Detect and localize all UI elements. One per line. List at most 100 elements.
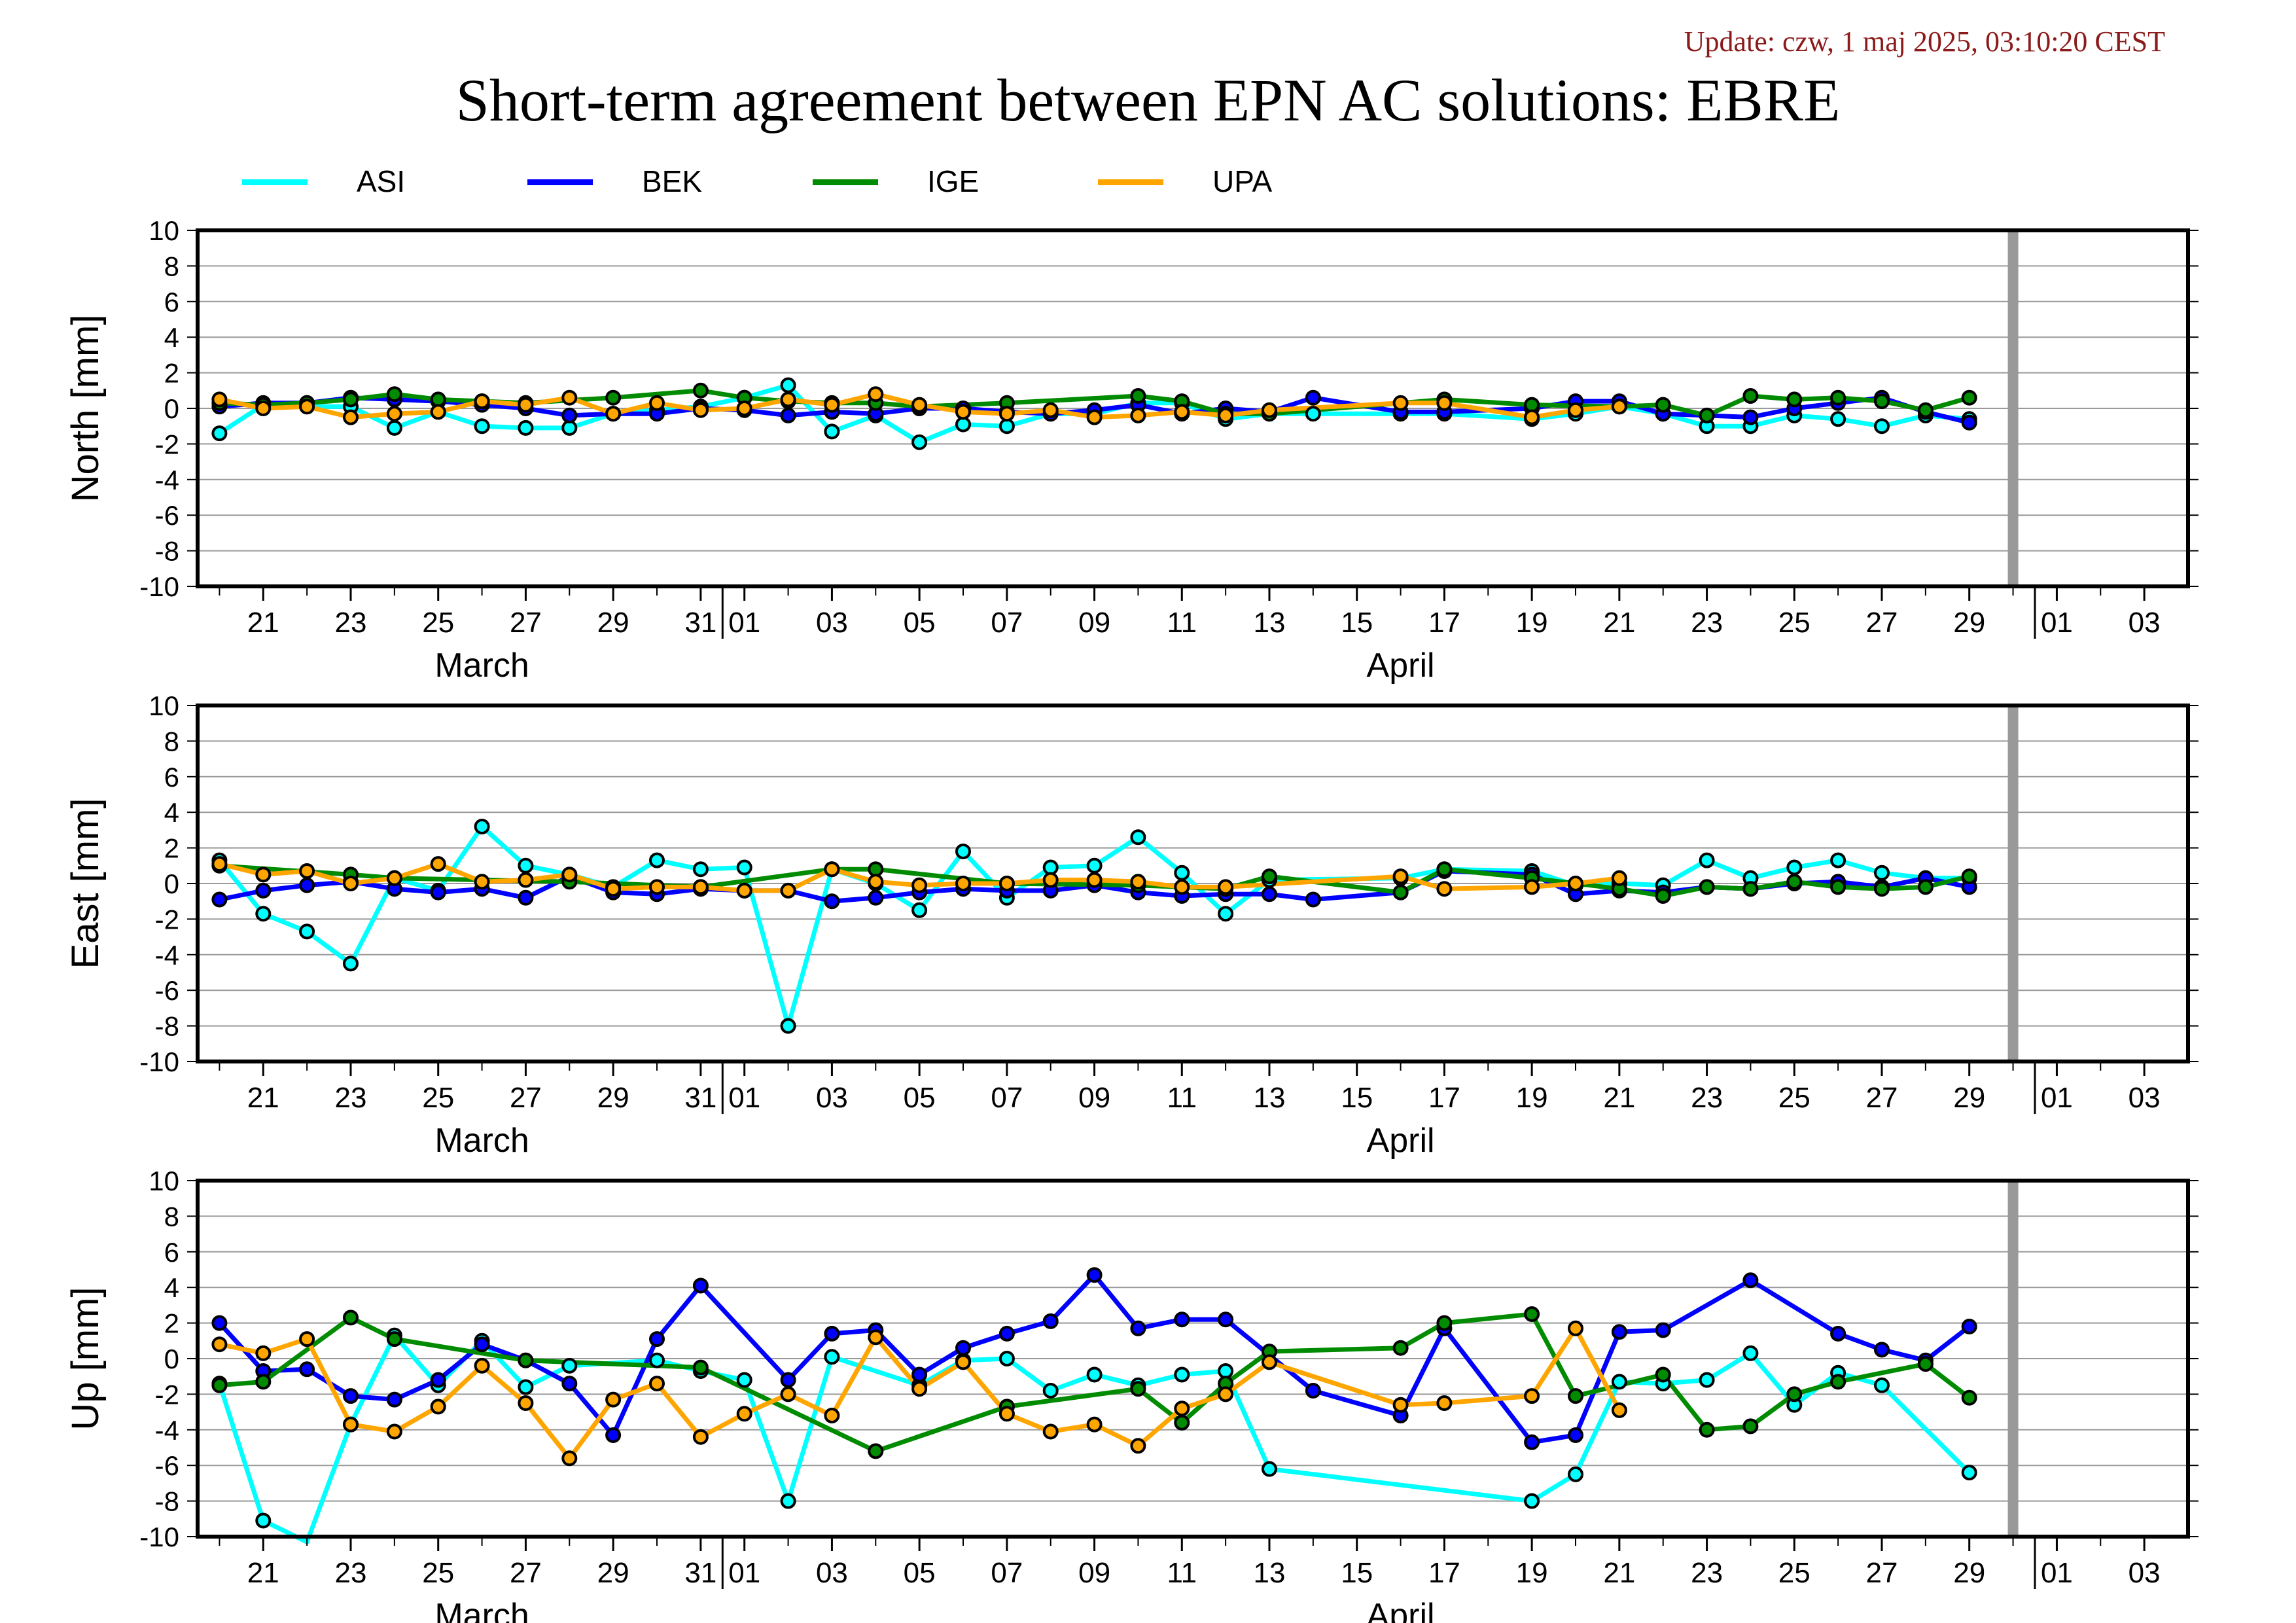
data-point-upa <box>561 389 578 406</box>
data-point-bek <box>824 893 840 910</box>
x-tick-label: 07 <box>991 1082 1023 1114</box>
data-point-upa <box>518 1395 534 1411</box>
data-point-asi <box>518 857 534 874</box>
y-tick-label: -2 <box>155 904 179 935</box>
y-tick-label: -6 <box>155 1450 179 1481</box>
data-point-asi <box>911 902 928 918</box>
data-point-ige <box>518 1352 534 1368</box>
data-point-asi <box>1786 859 1803 876</box>
data-point-upa <box>1130 1438 1146 1454</box>
y-tick-label: -6 <box>155 975 179 1006</box>
data-point-upa <box>1042 402 1059 418</box>
x-tick-label: 21 <box>1603 1082 1635 1114</box>
data-point-bek <box>1655 1322 1671 1338</box>
legend-swatch-bek <box>527 179 593 185</box>
y-tick-label: 0 <box>164 1344 179 1374</box>
data-point-upa <box>605 406 622 422</box>
data-point-bek <box>255 882 272 899</box>
data-point-asi <box>1742 1345 1759 1361</box>
x-tick-label: 31 <box>684 1557 716 1589</box>
x-tick-label: 25 <box>1778 1557 1810 1589</box>
data-point-asi <box>1874 1377 1890 1393</box>
data-point-bek <box>1042 1313 1059 1329</box>
data-point-upa <box>736 882 752 899</box>
x-tick-label: 17 <box>1428 607 1460 639</box>
data-point-upa <box>824 1408 840 1423</box>
data-point-ige <box>1786 391 1803 408</box>
data-point-ige <box>1830 1374 1846 1390</box>
data-point-upa <box>1218 879 1234 895</box>
data-point-bek <box>1524 1434 1540 1450</box>
y-tick-label: -6 <box>155 500 179 531</box>
data-point-upa <box>255 866 272 883</box>
data-point-bek <box>1305 891 1321 908</box>
legend-label-upa: UPA <box>1212 164 1273 198</box>
data-point-upa <box>605 881 622 897</box>
data-point-ige <box>1874 393 1890 410</box>
data-point-upa <box>911 1381 928 1397</box>
data-point-upa <box>1611 399 1627 415</box>
data-point-ige <box>868 861 884 878</box>
data-point-ige <box>1392 884 1409 901</box>
x-tick-label: 01 <box>728 1557 760 1589</box>
y-tick-label: 4 <box>164 322 179 353</box>
data-point-upa <box>343 409 359 425</box>
y-tick-label: 4 <box>164 1272 179 1303</box>
data-point-upa <box>911 397 928 413</box>
x-tick-label: 27 <box>510 607 542 639</box>
data-point-asi <box>343 955 359 972</box>
x-tick-label: 23 <box>1691 607 1723 639</box>
data-point-bek <box>1130 1320 1146 1336</box>
data-point-ige <box>1917 879 1934 895</box>
data-point-upa <box>299 399 315 415</box>
x-tick-label: 07 <box>991 607 1023 639</box>
data-point-asi <box>911 434 928 450</box>
data-point-bek <box>780 1372 796 1388</box>
y-tick-label: -10 <box>139 1522 179 1552</box>
data-point-upa <box>561 866 578 883</box>
y-axis-label: East [mm] <box>64 798 107 969</box>
data-point-upa <box>780 391 796 408</box>
data-point-ige <box>1436 1315 1453 1331</box>
data-point-upa <box>299 863 315 879</box>
data-point-ige <box>1699 879 1715 895</box>
data-point-ige <box>386 386 402 402</box>
data-point-asi <box>211 425 228 442</box>
x-tick-label: 11 <box>1167 1082 1197 1114</box>
x-tick-label: 09 <box>1078 1082 1110 1114</box>
data-point-bek <box>1742 409 1759 425</box>
data-point-bek <box>911 1366 928 1383</box>
data-point-ige <box>1961 868 1977 885</box>
data-point-ige <box>1786 874 1803 890</box>
data-point-upa <box>1086 409 1103 425</box>
legend-label-asi: ASI <box>357 164 406 198</box>
data-point-bek <box>692 1277 709 1294</box>
legend-label-bek: BEK <box>642 164 703 198</box>
y-tick-label: -2 <box>155 429 179 459</box>
data-point-upa <box>1042 1423 1059 1440</box>
x-tick-label: 23 <box>335 607 367 639</box>
data-point-asi <box>1262 1461 1277 1477</box>
data-point-ige <box>1568 1388 1583 1404</box>
data-point-bek <box>1611 1324 1627 1340</box>
data-point-upa <box>780 882 796 899</box>
y-tick-label: -4 <box>155 1415 179 1446</box>
data-point-bek <box>1305 389 1321 406</box>
data-point-asi <box>1830 411 1846 427</box>
data-point-ige <box>1786 1386 1803 1402</box>
data-point-upa <box>386 870 402 886</box>
legend-swatch-ige <box>813 179 878 185</box>
data-point-asi <box>255 906 272 922</box>
x-tick-label: 29 <box>597 1557 629 1589</box>
x-tick-label: 05 <box>904 1557 936 1589</box>
x-tick-label: 27 <box>1866 1557 1898 1589</box>
data-point-upa <box>1174 1400 1190 1417</box>
data-point-upa <box>1086 1416 1103 1433</box>
data-point-bek <box>299 877 315 893</box>
y-tick-label: 6 <box>164 1237 179 1268</box>
data-point-upa <box>343 876 359 891</box>
data-point-upa <box>1262 1354 1277 1370</box>
data-point-asi <box>1042 859 1059 876</box>
update-timestamp: Update: czw, 1 maj 2025, 03:10:20 CEST <box>1684 26 2165 58</box>
x-tick-label: 01 <box>2041 1082 2073 1114</box>
